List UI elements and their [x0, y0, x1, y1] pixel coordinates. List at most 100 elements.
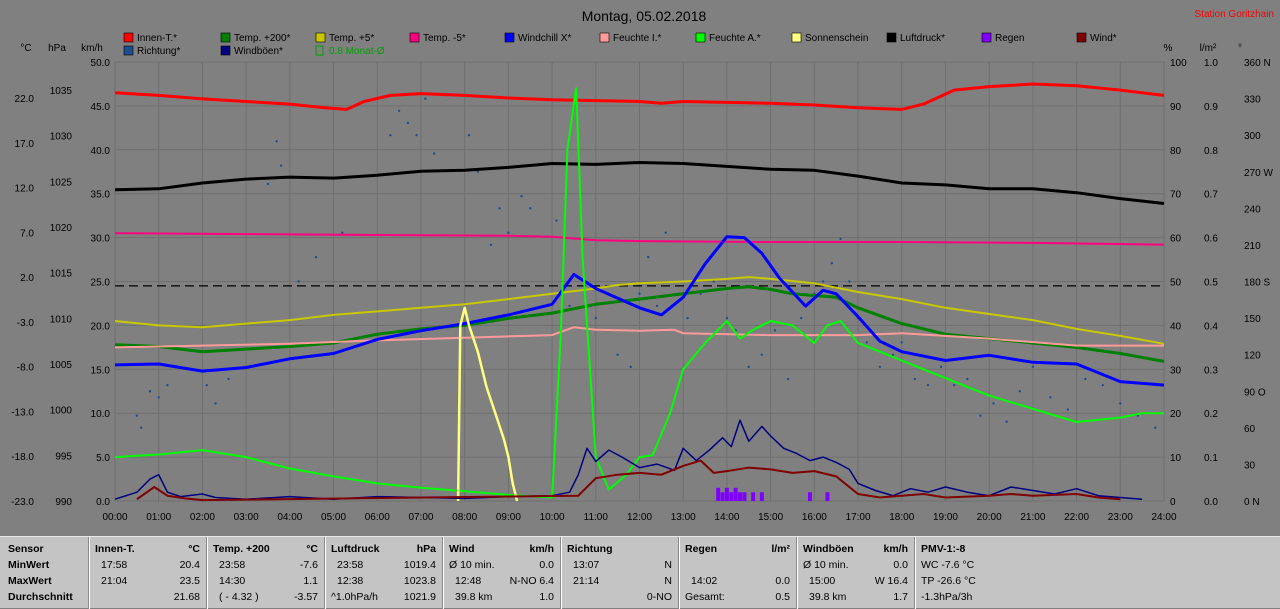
direction-point: [725, 316, 729, 320]
series-line-temp-5: [114, 276, 1165, 345]
direction-point: [647, 255, 650, 259]
x-tick-label: 07:00: [408, 512, 433, 523]
innen-max-time: 21:04: [101, 575, 128, 587]
legend-label: Richtung*: [137, 46, 180, 57]
temp-tick-label: 12.0: [15, 184, 35, 195]
x-tick-label: 19:00: [933, 512, 958, 523]
direction-point: [297, 280, 300, 283]
direction-point: [773, 329, 777, 332]
wind-unit: km/h: [529, 543, 554, 555]
direction-point: [878, 365, 882, 369]
direction-point: [157, 396, 160, 399]
series-line-windb-en: [114, 419, 1143, 500]
druck-max-value: 1023.8: [403, 575, 436, 587]
richtung-min-value: N: [664, 559, 672, 571]
legend-label: Regen: [995, 33, 1024, 44]
x-tick-label: 16:00: [802, 512, 827, 523]
x-tick-label: 14:00: [714, 512, 739, 523]
pressure-axis-header: hPa: [48, 43, 66, 54]
x-tick-label: 03:00: [234, 512, 259, 523]
legend-label: Feuchte I.*: [613, 33, 661, 44]
rain-tick-label: 0.5: [1204, 278, 1218, 289]
temp200-min-time: 23:58: [219, 559, 246, 571]
stats-col-druck: Luftdruck hPa 23:58 1019.4 12:38 1023.8 …: [324, 537, 442, 609]
wind-min-value: 0.0: [539, 559, 554, 571]
pmv-dewpoint: TP -26.6 °C: [921, 575, 976, 587]
temp-tick-label: 7.0: [20, 228, 34, 239]
legend-label: Temp. +200*: [234, 33, 291, 44]
legend-swatch: [315, 32, 326, 43]
druck-trend: ^1.0hPa/h: [331, 591, 378, 603]
direction-point: [476, 170, 479, 173]
richtung-min-time: 13:07: [573, 559, 600, 571]
series-line-feuchte-a: [114, 87, 1164, 499]
direction-point: [166, 383, 169, 387]
legend-swatch: [409, 32, 420, 43]
direction-point: [926, 383, 930, 387]
humidity-tick-label: 90: [1170, 102, 1182, 113]
direction-point: [1084, 377, 1087, 381]
direction-point: [432, 152, 436, 155]
legend-label: Innen-T.*: [137, 33, 177, 44]
direction-tick-label: 90 O: [1244, 387, 1266, 398]
legend-swatch: [504, 32, 515, 43]
x-tick-label: 23:00: [1108, 512, 1133, 523]
richtung-avg-value: 0-NO: [646, 591, 672, 603]
rain-bar: [729, 492, 734, 501]
humidity-tick-label: 80: [1170, 146, 1182, 157]
stats-col-wind: Wind km/h Ø 10 min. 0.0 12:48 N-NO 6.4 3…: [442, 537, 560, 609]
temp-tick-label: 22.0: [15, 94, 35, 105]
temp-tick-label: -18.0: [11, 452, 34, 463]
boeen-min-note: Ø 10 min.: [803, 559, 849, 571]
innen-avg-value: 21.68: [173, 591, 200, 603]
direction-point: [279, 164, 283, 167]
temp200-avg-note: ( - 4.32 ): [219, 591, 259, 603]
direction-point: [830, 262, 834, 265]
druck-header: Luftdruck: [331, 543, 380, 555]
rain-tick-label: 0.8: [1204, 146, 1218, 157]
x-tick-label: 21:00: [1020, 512, 1045, 523]
direction-point: [1049, 396, 1052, 399]
humidity-tick-label: 20: [1170, 409, 1182, 420]
series-line-temp-5: [114, 232, 1165, 246]
speed-tick-label: 40.0: [91, 146, 111, 157]
pmv-pressure-trend: -1.3hPa/3h: [921, 591, 973, 603]
speed-tick-label: 50.0: [91, 58, 111, 69]
rain-tick-label: 0.2: [1204, 409, 1218, 420]
regen-total-value: 0.5: [775, 591, 790, 603]
direction-point: [314, 255, 318, 259]
speed-tick-label: 20.0: [91, 321, 111, 332]
speed-tick-label: 25.0: [91, 278, 111, 289]
stats-col-temp200: Temp. +200 °C 23:58 -7.6 14:30 1.1 ( - 4…: [206, 537, 324, 609]
direction-tick-label: 210: [1244, 241, 1261, 252]
temp-tick-label: -23.0: [11, 497, 34, 508]
direction-point: [507, 231, 510, 234]
pressure-tick-label: 990: [55, 497, 72, 508]
rain-bar: [716, 487, 721, 501]
percent-axis-header: %: [1164, 43, 1173, 54]
chart-title: Montag, 05.02.2018: [582, 8, 707, 24]
direction-tick-label: 150: [1244, 314, 1261, 325]
direction-point: [1119, 402, 1122, 405]
chart-series: [114, 82, 1165, 502]
direction-point: [1005, 420, 1008, 423]
series-line-feuchte-i: [114, 326, 1164, 349]
legend-swatch: [599, 32, 610, 43]
chart-axes: °C hPa km/h% l/m² ° 22.0 17.0 12.0 7.0 2.0 -3.0 -8.…: [11, 43, 1273, 523]
series-line-innen-t: [114, 82, 1165, 111]
x-tick-label: 08:00: [452, 512, 477, 523]
direction-point: [979, 414, 982, 417]
rain-tick-label: 0.3: [1204, 365, 1218, 376]
x-tick-label: 20:00: [977, 512, 1002, 523]
legend-label: Wind*: [1090, 33, 1117, 44]
direction-point: [800, 316, 803, 320]
stats-col-regen: Regen l/m² 14:02 0.0 Gesamt: 0.5: [678, 537, 796, 609]
x-tick-label: 09:00: [496, 512, 521, 523]
direction-point: [140, 426, 143, 430]
temp-tick-label: 2.0: [20, 273, 34, 284]
legend-label: Windböen*: [234, 46, 283, 57]
x-tick-label: 05:00: [321, 512, 346, 523]
pressure-tick-label: 1005: [50, 360, 73, 371]
druck-min-value: 1019.4: [403, 559, 436, 571]
rain-axis-header: l/m²: [1200, 43, 1217, 54]
